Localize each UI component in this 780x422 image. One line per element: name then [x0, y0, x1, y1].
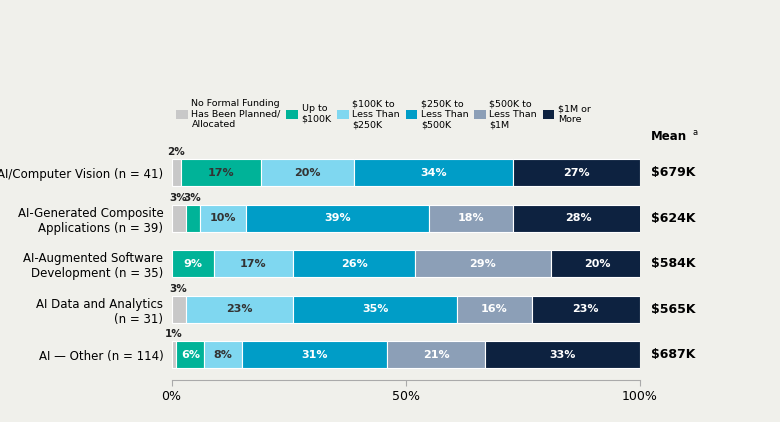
Bar — [532, 295, 640, 323]
Text: 20%: 20% — [584, 259, 611, 269]
Bar — [354, 159, 513, 187]
Bar — [200, 205, 246, 232]
Text: Mean: Mean — [651, 130, 687, 143]
Text: 3%: 3% — [184, 193, 201, 203]
Text: 35%: 35% — [362, 304, 388, 314]
Bar — [176, 341, 204, 368]
Text: 3%: 3% — [170, 193, 187, 203]
Text: 27%: 27% — [563, 168, 590, 178]
Bar — [429, 205, 513, 232]
Bar — [181, 159, 261, 187]
Text: 10%: 10% — [210, 213, 236, 223]
Bar — [261, 159, 354, 187]
Text: $565K: $565K — [651, 303, 696, 316]
Text: $624K: $624K — [651, 212, 696, 225]
Text: 1%: 1% — [165, 329, 183, 339]
Text: 20%: 20% — [294, 168, 321, 178]
Text: 26%: 26% — [341, 259, 367, 269]
Bar — [172, 205, 186, 232]
Text: 6%: 6% — [181, 350, 200, 360]
Bar — [186, 205, 200, 232]
Text: $687K: $687K — [651, 348, 696, 361]
Bar — [186, 295, 293, 323]
Text: 21%: 21% — [423, 350, 449, 360]
Text: $584K: $584K — [651, 257, 696, 270]
Text: 29%: 29% — [470, 259, 496, 269]
Text: 17%: 17% — [207, 168, 234, 178]
Bar — [172, 250, 214, 277]
Bar — [293, 250, 415, 277]
Text: a: a — [693, 128, 698, 137]
Bar — [293, 295, 457, 323]
Bar — [242, 341, 387, 368]
Text: 23%: 23% — [573, 304, 599, 314]
Text: $679K: $679K — [651, 166, 696, 179]
Text: 31%: 31% — [301, 350, 328, 360]
Text: 2%: 2% — [168, 147, 185, 157]
Text: 28%: 28% — [566, 213, 592, 223]
Bar — [485, 341, 640, 368]
Bar — [551, 250, 644, 277]
Bar — [204, 341, 242, 368]
Bar — [172, 341, 176, 368]
Text: 17%: 17% — [240, 259, 267, 269]
Text: 16%: 16% — [481, 304, 508, 314]
Bar — [513, 205, 644, 232]
Bar — [214, 250, 293, 277]
Legend: No Formal Funding
Has Been Planned/
Allocated, Up to
$100K, $100K to
Less Than
$: No Formal Funding Has Been Planned/ Allo… — [176, 99, 590, 129]
Text: 23%: 23% — [226, 304, 253, 314]
Text: 34%: 34% — [420, 168, 447, 178]
Text: 18%: 18% — [458, 213, 484, 223]
Text: 8%: 8% — [214, 350, 232, 360]
Bar — [513, 159, 640, 187]
Bar — [387, 341, 485, 368]
Text: 39%: 39% — [324, 213, 351, 223]
Bar — [246, 205, 429, 232]
Bar — [457, 295, 532, 323]
Bar — [415, 250, 551, 277]
Bar — [172, 159, 181, 187]
Text: 3%: 3% — [170, 284, 187, 294]
Bar — [172, 295, 186, 323]
Text: 9%: 9% — [183, 259, 202, 269]
Text: 33%: 33% — [549, 350, 576, 360]
